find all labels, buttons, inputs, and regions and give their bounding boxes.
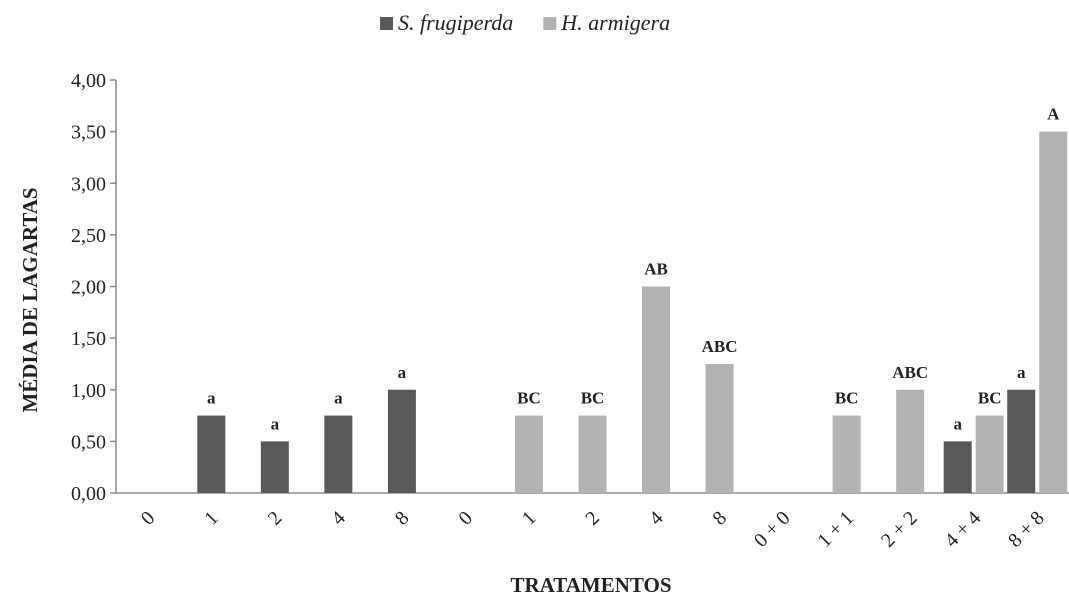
x-axis: 0 1 2 4 8 0 1 2 4 8 0 + 0 1 + 1 2 + 2 4 + 4 8 + 8 — [116, 492, 1069, 552]
bar — [578, 415, 607, 493]
bar-letter: a — [207, 389, 216, 408]
x-axis-title: TRATAMENTOS — [510, 573, 671, 597]
bar-letter: ABC — [702, 337, 738, 356]
y-tick-label: 1,00 — [71, 380, 106, 402]
bar — [324, 415, 353, 493]
legend-swatch — [380, 17, 393, 30]
y-tick-label: 0,50 — [71, 431, 106, 453]
bar — [514, 415, 543, 493]
x-tick-label: 0 — [454, 507, 477, 530]
x-tick-label: 2 — [581, 507, 604, 530]
bar — [260, 441, 289, 493]
bar-letter: a — [271, 414, 280, 433]
bar-letter: a — [1017, 363, 1026, 382]
x-tick-label: 4 + 4 — [940, 507, 985, 552]
y-axis-title: MÉDIA DE LAGARTAS — [18, 187, 42, 412]
x-tick-label: 2 + 2 — [877, 507, 922, 552]
x-tick-label: 1 — [518, 507, 541, 530]
bar-letter: ABC — [892, 363, 928, 382]
bar-letter: BC — [835, 389, 859, 408]
bar-letter: BC — [978, 389, 1002, 408]
legend: S. frugiperda H. armigera — [380, 10, 670, 35]
y-tick-label: 0,00 — [71, 483, 106, 505]
bar-letter: AB — [644, 260, 668, 279]
x-tick-label: 0 + 0 — [750, 507, 795, 552]
y-tick-label: 4,00 — [71, 70, 106, 92]
bar — [975, 415, 1004, 493]
legend-label: H. armigera — [560, 10, 670, 35]
bar — [1007, 389, 1036, 493]
y-tick-label: 3,00 — [71, 173, 106, 195]
x-tick-label: 8 — [708, 507, 731, 530]
x-tick-label: 8 — [391, 507, 414, 530]
bar — [642, 286, 671, 493]
bar — [943, 441, 972, 493]
x-tick-label: 0 — [137, 507, 160, 530]
bar-letter: a — [953, 414, 962, 433]
bar — [832, 415, 861, 493]
y-axis: 0,00 0,50 1,00 1,50 2,00 2,50 3,00 3,50 4,00 — [71, 70, 117, 505]
bar-letter: a — [334, 389, 343, 408]
bars — [197, 131, 1068, 493]
x-tick-label: 1 — [200, 507, 223, 530]
bar-letter: BC — [517, 389, 541, 408]
bar — [197, 415, 226, 493]
bar — [387, 389, 416, 493]
x-tick-label: 4 — [645, 507, 668, 530]
x-tick-label: 1 + 1 — [813, 507, 858, 552]
y-tick-label: 3,50 — [71, 122, 106, 144]
bar — [705, 363, 734, 493]
x-tick-label: 2 — [264, 507, 287, 530]
x-tick-label: 4 — [327, 507, 350, 530]
bar-letter: a — [398, 363, 407, 382]
bar-letter: A — [1047, 105, 1060, 124]
bar — [1039, 131, 1068, 493]
y-tick-label: 2,50 — [71, 225, 106, 247]
legend-label: S. frugiperda — [398, 10, 513, 35]
legend-swatch — [543, 17, 557, 30]
y-tick-label: 1,50 — [71, 328, 106, 350]
bar-letter: BC — [581, 389, 605, 408]
y-tick-label: 2,00 — [71, 277, 106, 299]
x-tick-label: 8 + 8 — [1004, 507, 1049, 552]
significance-letters: a a a a BC BC AB ABC BC ABC a BC a A — [207, 105, 1060, 434]
bar — [896, 389, 925, 493]
